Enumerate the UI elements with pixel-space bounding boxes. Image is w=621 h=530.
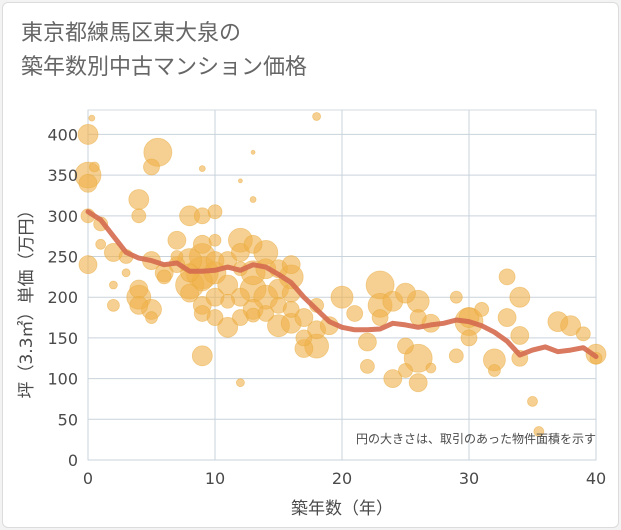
- data-point: [78, 255, 98, 275]
- y-tick-label: 400: [47, 125, 78, 144]
- data-point: [527, 395, 538, 407]
- data-point: [425, 362, 437, 374]
- data-point: [121, 268, 131, 278]
- y-tick-label: 300: [47, 207, 78, 226]
- data-point: [107, 298, 120, 312]
- data-point: [207, 204, 223, 220]
- data-point: [129, 279, 149, 299]
- x-tick-label: 10: [205, 469, 225, 488]
- data-point: [156, 269, 172, 285]
- data-point: [95, 238, 107, 250]
- bubbles: [74, 112, 607, 437]
- x-tick-label: 20: [332, 469, 352, 488]
- y-tick-label: 50: [58, 410, 78, 429]
- data-point: [383, 369, 403, 389]
- data-point: [398, 363, 413, 378]
- data-point: [220, 293, 236, 309]
- y-axis-title: 坪（3.3㎡）単価（万円）: [17, 201, 37, 398]
- data-point: [237, 178, 243, 184]
- data-point: [167, 230, 187, 250]
- data-point: [330, 285, 354, 309]
- data-point: [448, 348, 464, 364]
- data-point: [560, 315, 581, 337]
- data-point: [460, 329, 478, 347]
- y-tick-label: 100: [47, 370, 78, 389]
- data-point: [243, 234, 263, 254]
- data-point: [510, 326, 530, 345]
- data-point: [487, 364, 501, 377]
- chart-title: 東京都練馬区東大泉の 築年数別中古マンション価格: [21, 17, 307, 85]
- x-tick-label: 40: [586, 469, 606, 488]
- data-point: [198, 165, 206, 173]
- data-point: [497, 308, 517, 327]
- y-tick-label: 200: [47, 288, 78, 307]
- data-point: [129, 295, 149, 315]
- data-point: [249, 196, 257, 203]
- data-point: [180, 283, 200, 303]
- data-point: [282, 301, 300, 318]
- x-tick-label: 30: [459, 469, 479, 488]
- data-point: [206, 309, 224, 326]
- data-point: [109, 280, 118, 290]
- data-point: [397, 337, 414, 355]
- data-point: [359, 358, 375, 374]
- y-tick-label: 250: [47, 248, 78, 267]
- title-line-1: 東京都練馬区東大泉の: [21, 21, 242, 46]
- title-line-2: 築年数別中古マンション価格: [21, 55, 308, 80]
- data-point: [192, 234, 212, 254]
- data-point: [498, 268, 516, 286]
- y-tick-label: 350: [47, 166, 78, 185]
- data-point: [191, 345, 213, 367]
- data-point: [449, 290, 463, 304]
- data-point: [235, 378, 245, 388]
- data-point: [395, 282, 416, 304]
- trend-line-path: [85, 209, 599, 360]
- data-point: [128, 189, 150, 210]
- data-point: [88, 161, 100, 173]
- data-point: [88, 114, 96, 122]
- data-point: [245, 307, 261, 323]
- data-point: [509, 286, 531, 308]
- data-point: [312, 112, 322, 121]
- data-point: [474, 302, 490, 317]
- data-point: [357, 332, 377, 352]
- data-point: [533, 426, 545, 437]
- data-point: [250, 149, 256, 155]
- data-point: [346, 305, 364, 322]
- data-point: [409, 309, 427, 326]
- data-point: [295, 329, 313, 347]
- size-note: 円の大きさは、取引のあった物件面積を示す: [356, 431, 596, 446]
- data-point: [371, 309, 389, 326]
- data-point: [575, 326, 591, 342]
- y-tick-label: 150: [47, 329, 78, 348]
- data-point: [231, 309, 249, 326]
- data-point: [408, 373, 428, 393]
- y-tick-label: 0: [68, 451, 78, 470]
- data-point: [131, 208, 147, 224]
- x-axis-title: 築年数（年）: [291, 499, 393, 519]
- data-point: [143, 158, 160, 176]
- data-point: [77, 124, 99, 145]
- data-point: [294, 308, 314, 327]
- trend-line: [85, 209, 599, 360]
- data-point: [145, 311, 158, 324]
- data-point: [78, 173, 98, 193]
- data-point: [217, 316, 239, 338]
- data-point: [208, 233, 222, 247]
- data-point: [281, 255, 301, 275]
- x-tick-label: 0: [83, 469, 93, 488]
